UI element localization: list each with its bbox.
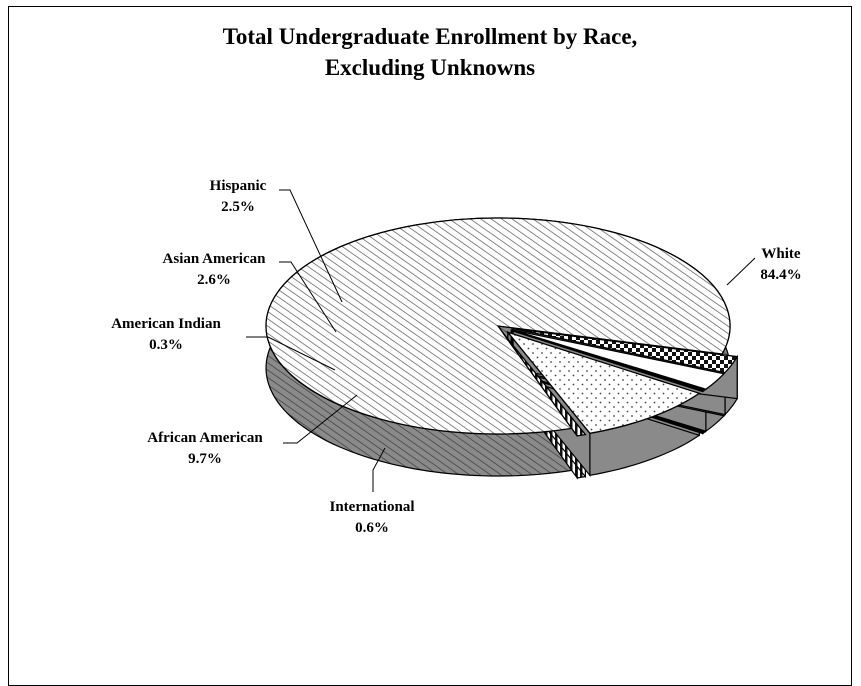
leader-line-hispanic [279, 189, 343, 303]
pie-slice-asian-american [511, 329, 726, 390]
leader-line-african-american [283, 394, 358, 444]
label-american-indian-name: American Indian [111, 316, 221, 332]
pie-slice-white [265, 217, 731, 435]
pie-slice-international [502, 333, 587, 437]
label-asian-american-value: 2.6% [197, 272, 231, 288]
label-african-american-name: African American [147, 430, 263, 446]
label-hispanic-value: 2.5% [221, 199, 255, 215]
pie-slice-hispanic [512, 328, 739, 374]
leader-line-american-indian [246, 336, 336, 371]
leader-line-white [726, 257, 756, 286]
leader-line-international [372, 447, 386, 492]
chart-title-line-1: Total Undergraduate Enrollment by Race, [222, 24, 638, 49]
leader-line-asian-american [279, 261, 337, 333]
label-african-american-value: 9.7% [188, 451, 222, 467]
pie-slice-african-american [506, 331, 701, 435]
label-hispanic-name: Hispanic [210, 178, 267, 194]
label-international-value: 0.6% [355, 520, 389, 536]
label-asian-american-name: Asian American [163, 251, 267, 267]
label-international-name: International [329, 499, 414, 515]
label-american-indian-value: 0.3% [149, 337, 183, 353]
chart-title-line-2: Excluding Unknowns [324, 55, 536, 80]
label-white-value: 84.4% [760, 267, 801, 283]
pie-slice-american-indian [511, 329, 707, 393]
label-white-name: White [761, 246, 801, 262]
chart-title: Total Undergraduate Enrollment by Race, … [9, 21, 851, 83]
